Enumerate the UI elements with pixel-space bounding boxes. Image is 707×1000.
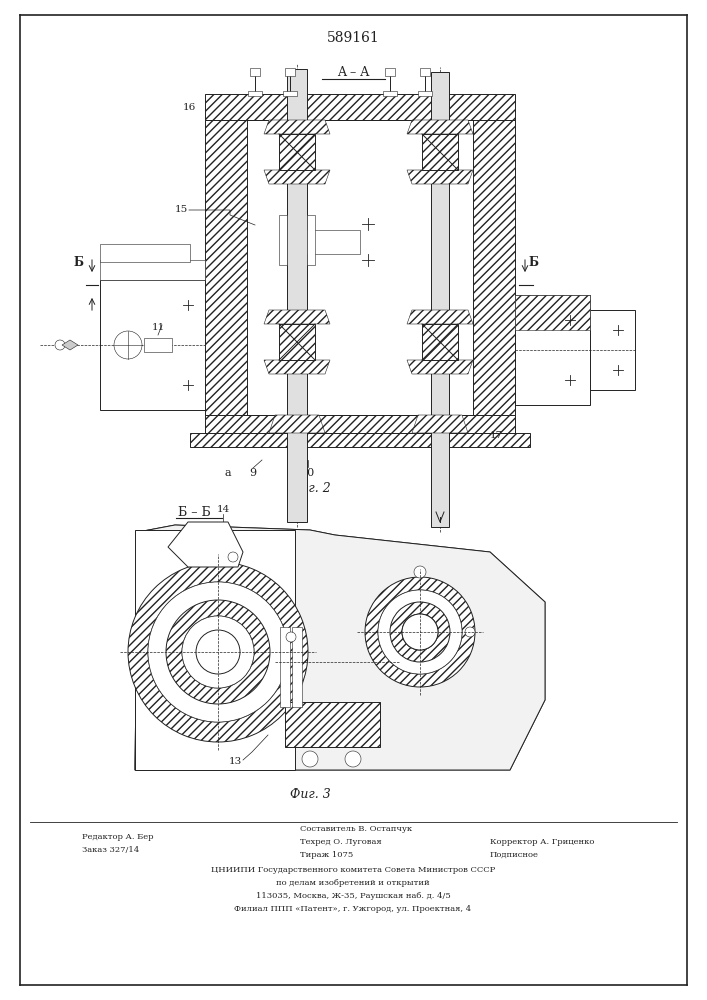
Text: Составитель В. Остапчук: Составитель В. Остапчук: [300, 825, 412, 833]
Circle shape: [148, 582, 288, 722]
Text: Корректор А. Гриценко: Корректор А. Гриценко: [490, 838, 595, 846]
Polygon shape: [269, 415, 325, 433]
Bar: [285, 68, 295, 76]
Polygon shape: [62, 340, 78, 350]
Bar: [431, 72, 449, 527]
Bar: [250, 68, 260, 76]
Circle shape: [228, 552, 238, 562]
Bar: [307, 215, 315, 265]
Polygon shape: [264, 120, 330, 134]
Circle shape: [414, 566, 426, 578]
Polygon shape: [407, 170, 473, 184]
Bar: [420, 68, 430, 76]
Polygon shape: [285, 702, 380, 747]
Bar: [248, 91, 262, 96]
Circle shape: [402, 614, 438, 650]
Polygon shape: [205, 94, 515, 120]
Wedge shape: [166, 600, 270, 704]
Bar: [515, 295, 590, 405]
Bar: [418, 91, 432, 96]
Bar: [422, 134, 458, 170]
Wedge shape: [365, 577, 475, 687]
Text: 17: 17: [490, 430, 503, 440]
Polygon shape: [515, 295, 590, 330]
Bar: [385, 68, 395, 76]
Text: Фиг. 2: Фиг. 2: [290, 482, 330, 494]
Polygon shape: [135, 525, 545, 770]
Polygon shape: [205, 415, 515, 433]
Polygon shape: [412, 415, 468, 433]
Bar: [279, 215, 287, 265]
Text: ЦНИИПИ Государственного комитета Совета Министров СССР: ЦНИИПИ Государственного комитета Совета …: [211, 866, 495, 874]
Bar: [144, 338, 172, 352]
Text: 9: 9: [250, 468, 257, 478]
Text: Редактор А. Бер: Редактор А. Бер: [82, 833, 153, 841]
Wedge shape: [128, 562, 308, 742]
Text: 14: 14: [216, 506, 230, 514]
Bar: [292, 627, 302, 707]
Polygon shape: [168, 522, 243, 567]
Text: Фиг. 3: Фиг. 3: [290, 788, 330, 802]
Polygon shape: [205, 120, 247, 415]
Bar: [100, 244, 190, 262]
Polygon shape: [264, 310, 330, 324]
Text: Филиал ППП «Патент», г. Ужгород, ул. Проектная, 4: Филиал ППП «Патент», г. Ужгород, ул. Про…: [235, 905, 472, 913]
Bar: [383, 91, 397, 96]
Bar: [287, 69, 307, 522]
Bar: [279, 324, 315, 360]
Circle shape: [378, 590, 462, 674]
Text: Техред О. Луговая: Техред О. Луговая: [300, 838, 382, 846]
Bar: [283, 91, 297, 96]
Polygon shape: [473, 120, 515, 415]
Polygon shape: [190, 433, 530, 447]
Polygon shape: [135, 525, 545, 770]
Text: Б: Б: [73, 256, 83, 269]
Circle shape: [182, 616, 254, 688]
Polygon shape: [407, 360, 473, 374]
Wedge shape: [390, 602, 450, 662]
Text: по делам изобретений и открытий: по делам изобретений и открытий: [276, 879, 430, 887]
Bar: [135, 530, 295, 770]
Polygon shape: [264, 170, 330, 184]
Circle shape: [55, 340, 65, 350]
Polygon shape: [407, 120, 473, 134]
Text: A – A: A – A: [337, 66, 369, 79]
Bar: [100, 260, 205, 280]
Text: Заказ 327/14: Заказ 327/14: [82, 846, 139, 854]
Text: 15: 15: [175, 206, 188, 215]
Polygon shape: [407, 310, 473, 324]
Bar: [100, 280, 210, 410]
Text: Б: Б: [528, 256, 538, 269]
Circle shape: [302, 751, 318, 767]
Text: Подписное: Подписное: [490, 851, 539, 859]
Bar: [279, 134, 315, 170]
Text: 11: 11: [152, 322, 165, 332]
Bar: [590, 310, 635, 390]
Circle shape: [114, 331, 142, 359]
Bar: [280, 627, 290, 707]
Text: 113035, Москва, Ж-35, Раушская наб. д. 4/5: 113035, Москва, Ж-35, Раушская наб. д. 4…: [256, 892, 450, 900]
Text: 13: 13: [228, 758, 242, 766]
Bar: [422, 324, 458, 360]
Circle shape: [345, 751, 361, 767]
Text: 16: 16: [182, 103, 196, 111]
Text: Тираж 1075: Тираж 1075: [300, 851, 354, 859]
Text: a: a: [225, 468, 231, 478]
Bar: [307, 230, 360, 254]
Polygon shape: [264, 360, 330, 374]
Text: 10: 10: [301, 468, 315, 478]
Circle shape: [286, 632, 296, 642]
Text: 589161: 589161: [327, 31, 380, 45]
Circle shape: [465, 627, 475, 637]
Text: Б – Б: Б – Б: [178, 506, 211, 518]
Circle shape: [196, 630, 240, 674]
